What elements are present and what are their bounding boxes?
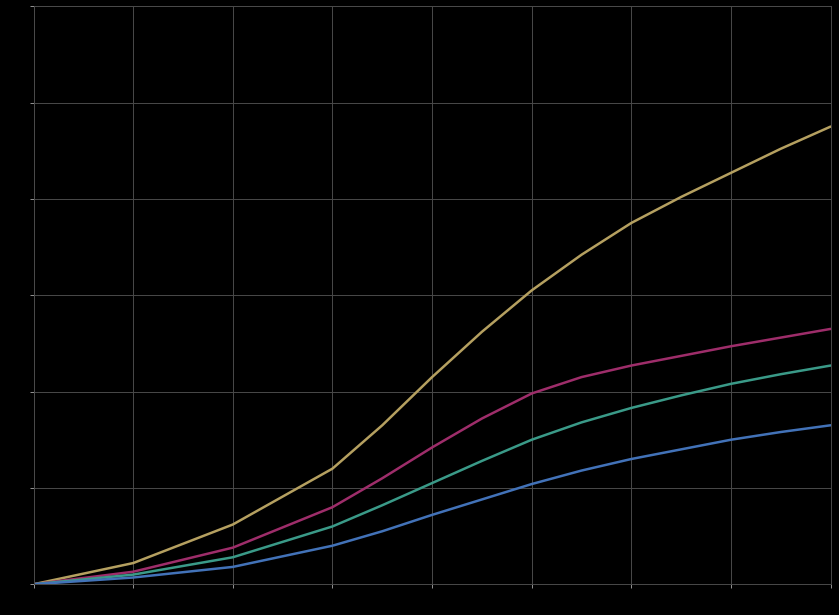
West Time2 gegl [726,380,736,387]
West Time2 gegl [128,571,138,578]
West Time1 [676,193,686,200]
West Time1 [477,328,487,336]
Sued Time1 [626,362,636,369]
West Time1 [826,123,836,130]
West Time1 [626,220,636,227]
Sued Time1 [527,390,537,397]
Sued Time1 [776,334,786,341]
Sued Time2 gegl [576,467,586,474]
Line: West Time1: West Time1 [34,127,831,584]
Sued Time1 [227,544,238,551]
Sued Time1 [427,444,437,451]
Sued Time1 [378,475,388,482]
West Time2 gegl [477,457,487,464]
West Time2 gegl [227,554,238,561]
Sued Time2 gegl [776,428,786,435]
West Time1 [576,251,586,258]
Sued Time1 [726,343,736,350]
West Time1 [378,422,388,429]
West Time2 gegl [327,523,337,530]
Sued Time2 gegl [29,581,39,588]
Line: West Time2 gegl: West Time2 gegl [34,365,831,584]
West Time1 [128,560,138,567]
Sued Time2 gegl [128,574,138,581]
Sued Time1 [676,352,686,360]
Sued Time1 [327,504,337,511]
Sued Time1 [128,568,138,576]
Sued Time2 gegl [427,511,437,518]
Sued Time1 [477,415,487,423]
Sued Time1 [29,581,39,588]
Sued Time2 gegl [378,528,388,535]
Sued Time2 gegl [327,542,337,549]
Sued Time2 gegl [227,563,238,571]
Sued Time1 [576,373,586,381]
West Time1 [227,521,238,528]
West Time2 gegl [676,392,686,399]
West Time2 gegl [29,581,39,588]
West Time2 gegl [527,436,537,443]
West Time2 gegl [427,480,437,487]
Sued Time2 gegl [826,422,836,429]
West Time2 gegl [378,502,388,509]
Line: Sued Time2 gegl: Sued Time2 gegl [34,426,831,584]
West Time1 [29,581,39,588]
West Time2 gegl [576,419,586,426]
Sued Time2 gegl [726,436,736,443]
West Time1 [726,169,736,177]
West Time2 gegl [626,404,636,411]
West Time1 [776,145,786,153]
West Time1 [327,465,337,472]
Sued Time2 gegl [477,496,487,503]
West Time2 gegl [826,362,836,369]
Sued Time2 gegl [527,480,537,488]
West Time1 [427,373,437,381]
Sued Time2 gegl [626,455,636,462]
Sued Time1 [826,325,836,333]
West Time1 [527,287,537,294]
Sued Time2 gegl [676,446,686,453]
Line: Sued Time1: Sued Time1 [34,329,831,584]
West Time2 gegl [776,370,786,378]
